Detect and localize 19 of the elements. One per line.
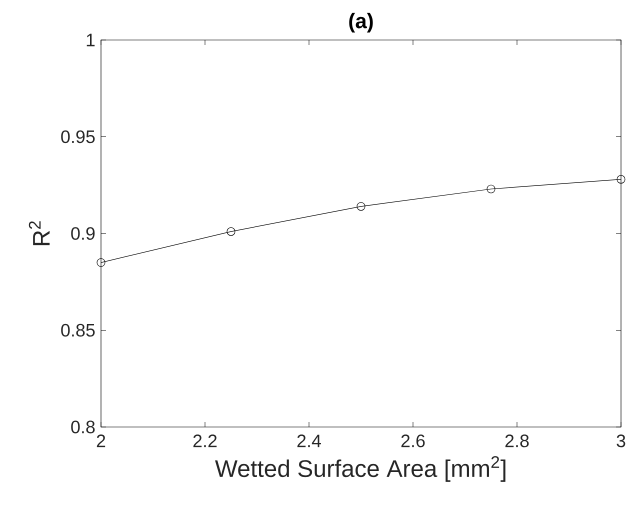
y-tick-label: 0.9 — [71, 227, 95, 240]
x-tick-label: 2 — [96, 434, 106, 448]
x-tick-label: 2.4 — [297, 434, 321, 448]
x-tick-label: 2.2 — [193, 434, 217, 448]
y-axis-title: R$^{2}$ — [28, 221, 50, 246]
y-tick-label: 0.85 — [61, 324, 95, 337]
chart-title: (a) — [349, 12, 373, 32]
x-axis-title: Wetted Surface Area [mm$^{2}$] — [215, 456, 506, 482]
y-tick-label: 1 — [86, 34, 95, 46]
point — [226, 227, 236, 236]
point — [486, 184, 496, 194]
x-tick-label: 2.8 — [505, 434, 529, 448]
x-tick-label: 2.6 — [401, 434, 425, 448]
y-tick-label: 0.95 — [61, 130, 95, 144]
y-tick-label: 0.8 — [71, 420, 95, 434]
point — [616, 175, 626, 184]
point — [356, 202, 366, 211]
x-tick-label: 3 — [616, 434, 626, 448]
point — [96, 258, 106, 267]
